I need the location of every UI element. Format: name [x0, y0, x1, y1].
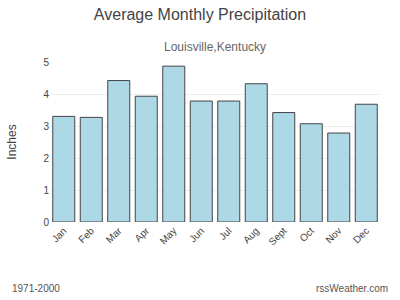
svg-text:Dec: Dec [351, 225, 371, 245]
svg-text:Feb: Feb [76, 225, 96, 245]
svg-text:Inches: Inches [5, 124, 19, 159]
svg-text:Oct: Oct [297, 225, 316, 244]
svg-text:Jan: Jan [50, 225, 69, 244]
svg-text:Average Monthly Precipitation: Average Monthly Precipitation [94, 6, 306, 23]
svg-text:Sept: Sept [266, 225, 288, 247]
svg-text:Apr: Apr [132, 225, 151, 244]
svg-text:Mar: Mar [104, 225, 124, 245]
svg-text:1971-2000: 1971-2000 [12, 283, 60, 294]
svg-text:Nov: Nov [323, 225, 343, 245]
svg-text:May: May [158, 225, 179, 246]
svg-text:3: 3 [43, 121, 49, 132]
svg-text:0: 0 [43, 217, 49, 228]
svg-text:Aug: Aug [241, 225, 261, 245]
svg-text:Louisville,Kentucky: Louisville,Kentucky [164, 40, 266, 54]
svg-text:rssWeather.com: rssWeather.com [316, 283, 388, 294]
svg-text:4: 4 [43, 89, 49, 100]
svg-text:2: 2 [43, 153, 49, 164]
svg-text:Jul: Jul [217, 225, 234, 242]
svg-text:Jun: Jun [187, 225, 206, 244]
svg-text:1: 1 [43, 185, 49, 196]
svg-text:5: 5 [43, 57, 49, 68]
